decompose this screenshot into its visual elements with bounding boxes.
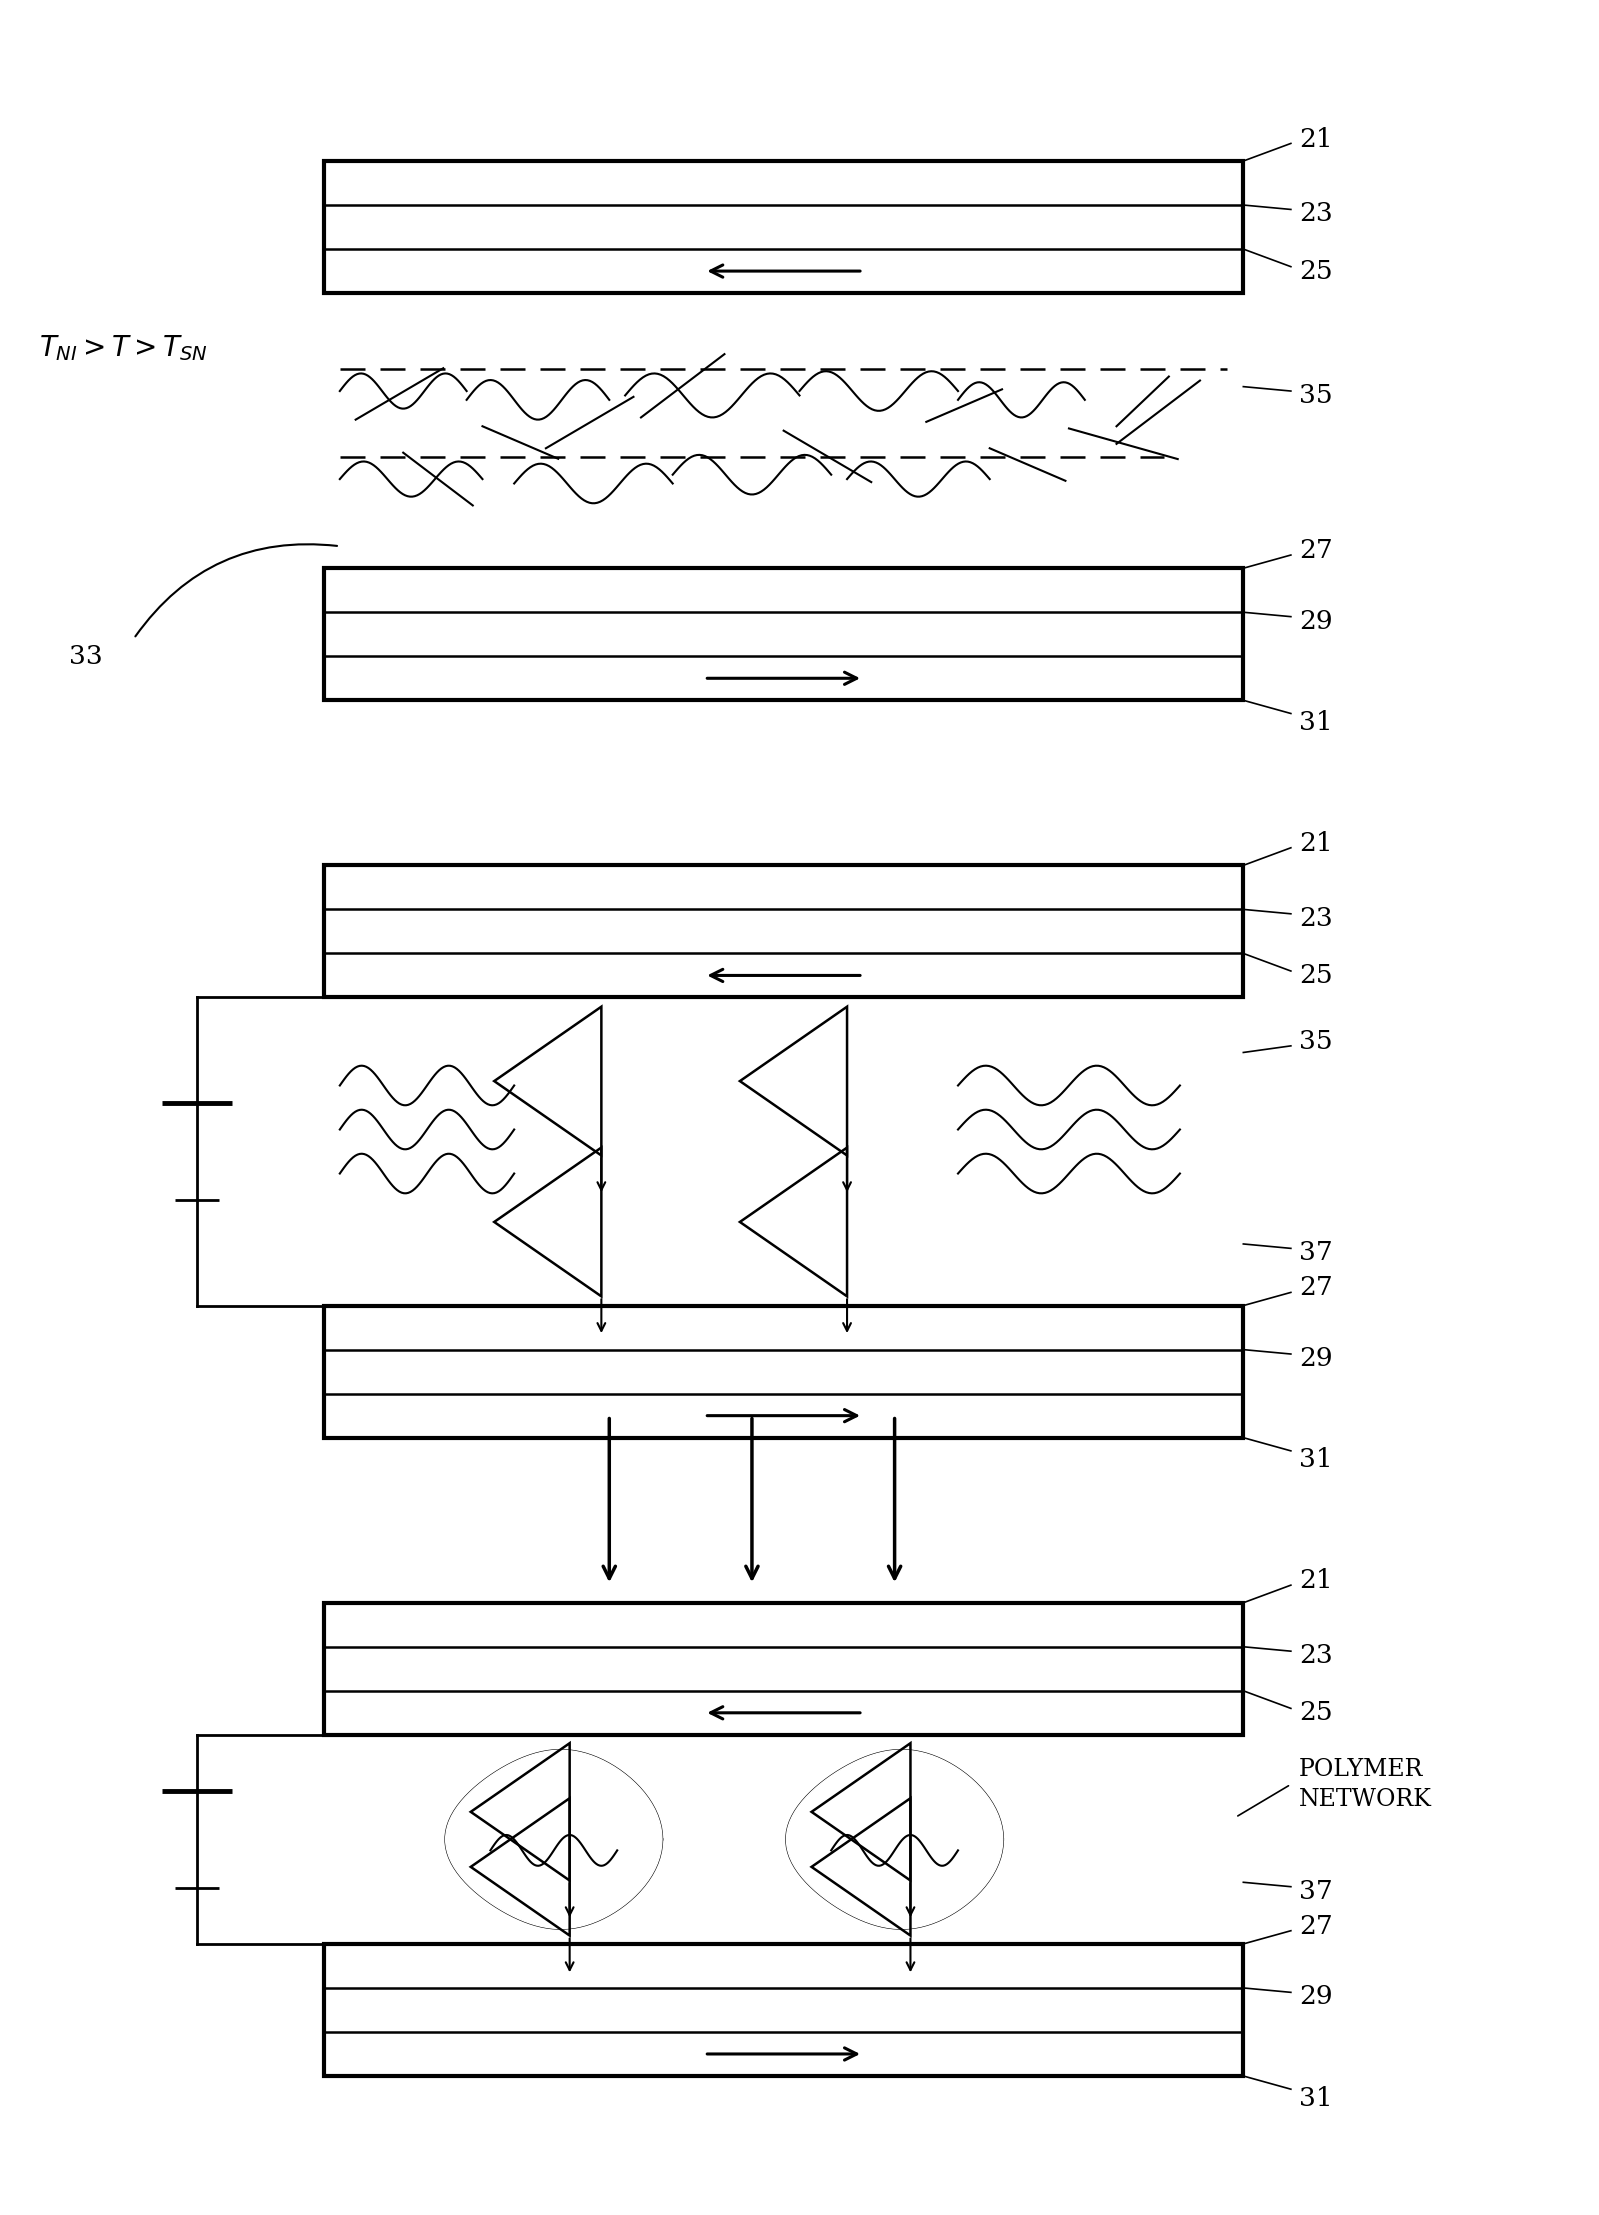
Text: 31: 31 (1298, 709, 1332, 735)
Text: 23: 23 (1298, 1644, 1332, 1668)
Text: 21: 21 (1298, 1568, 1332, 1593)
Text: 27: 27 (1298, 1276, 1332, 1300)
Text: 31: 31 (1298, 2087, 1332, 2111)
Bar (325, 1945, 1244, 2075)
Bar (325, 162, 1244, 292)
Bar (325, 569, 1244, 700)
Text: 21: 21 (1298, 126, 1332, 151)
Text: 25: 25 (1298, 1701, 1332, 1725)
Text: 31: 31 (1298, 1446, 1332, 1473)
Text: ↓ UV LIGHT: ↓ UV LIGHT (958, 1415, 1119, 1440)
Text: 25: 25 (1298, 964, 1332, 988)
Bar (325, 1305, 1244, 1438)
Bar (325, 1604, 1244, 1734)
Bar (325, 866, 1244, 997)
Text: 23: 23 (1298, 202, 1332, 226)
Text: 35: 35 (1298, 1030, 1332, 1054)
Text: 33: 33 (69, 645, 102, 669)
Text: 27: 27 (1298, 1914, 1332, 1938)
Text: 21: 21 (1298, 831, 1332, 855)
Text: 35: 35 (1298, 383, 1332, 408)
Text: 29: 29 (1298, 609, 1332, 633)
Text: 29: 29 (1298, 1347, 1332, 1371)
Text: 37: 37 (1298, 1878, 1332, 1903)
Polygon shape (787, 1750, 1003, 1929)
Text: 29: 29 (1298, 1985, 1332, 2009)
Polygon shape (446, 1750, 662, 1929)
Text: POLYMER
NETWORK: POLYMER NETWORK (1298, 1759, 1431, 1812)
Text: 37: 37 (1298, 1240, 1332, 1265)
Text: $T_{NI}$$>T>T_{SN}$: $T_{NI}$$>T>T_{SN}$ (38, 332, 208, 363)
Text: 25: 25 (1298, 259, 1332, 284)
Text: 27: 27 (1298, 538, 1332, 563)
Text: 23: 23 (1298, 906, 1332, 930)
